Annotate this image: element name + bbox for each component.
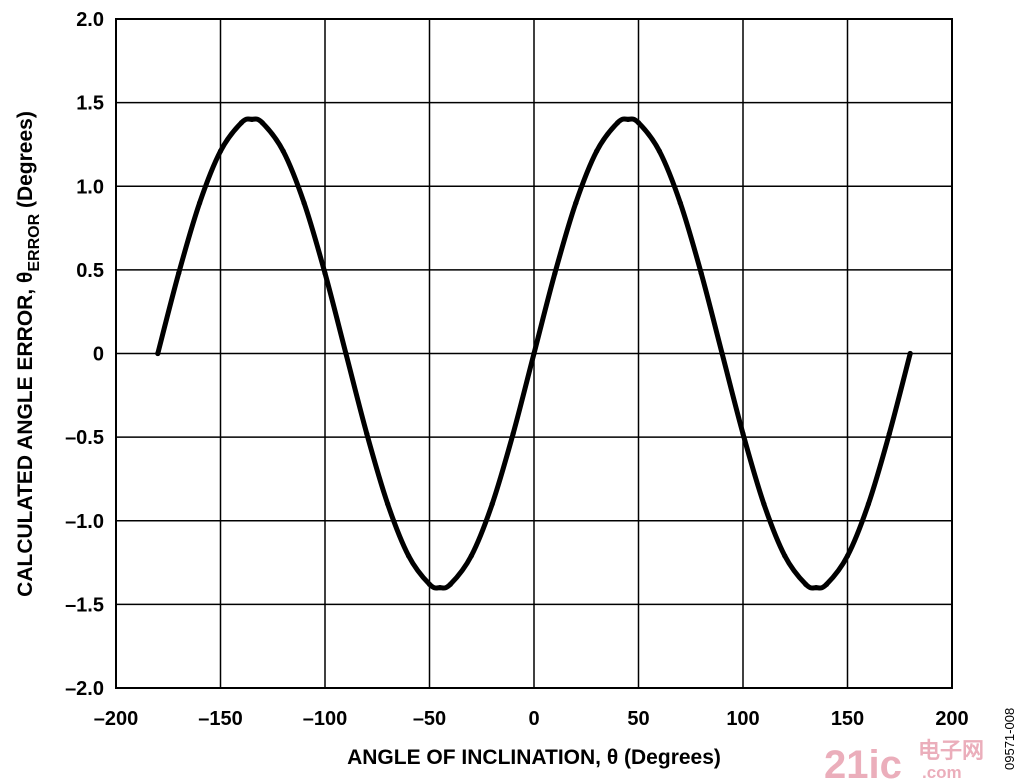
y-tick-label: 1.5 (76, 93, 104, 115)
data-point (447, 581, 453, 587)
data-point (824, 581, 830, 587)
data-point (301, 200, 307, 206)
data-point (719, 350, 725, 357)
y-axis-label-subscript: ERROR (26, 213, 43, 271)
data-point (322, 270, 328, 276)
x-tick-label: 100 (726, 708, 759, 730)
data-point (573, 200, 579, 206)
plot-frame (115, 18, 953, 689)
x-tick-label: –150 (198, 708, 243, 730)
data-point (635, 120, 642, 126)
y-axis-label-main: CALCULATED ANGLE ERROR, θ (14, 272, 37, 597)
data-point (625, 116, 631, 122)
data-point (813, 585, 819, 591)
watermark-main: 21ic (824, 743, 902, 782)
data-point (385, 501, 391, 507)
data-point (510, 431, 516, 437)
y-axis-label: CALCULATED ANGLE ERROR, θERROR (Degrees) (14, 111, 43, 597)
data-point (426, 581, 433, 587)
y-tick-labels: 2.0 1.5 1.0 0.5 0 –0.5 –1.0 –1.5 –2.0 (65, 9, 104, 700)
y-tick-label: –2.0 (65, 678, 104, 700)
figure-id: 09571-008 (1002, 708, 1017, 770)
data-point (238, 120, 244, 126)
data-point (155, 350, 161, 357)
data-point (761, 501, 767, 507)
y-tick-label: –0.5 (65, 427, 104, 449)
data-point (656, 148, 663, 154)
watermark-logo: 21ic 电子网 .com (824, 738, 984, 782)
data-point (468, 553, 474, 559)
y-axis-label-tail: (Degrees) (14, 111, 37, 214)
data-point (217, 148, 224, 154)
y-tick-label: 0 (93, 344, 104, 366)
data-point (249, 116, 255, 122)
x-tick-label: –50 (413, 708, 446, 730)
x-tick-label: 200 (935, 708, 968, 730)
data-point (552, 270, 558, 276)
x-tick-label: 0 (528, 708, 539, 730)
x-axis-label: ANGLE OF INCLINATION, θ (Degrees) (347, 746, 721, 769)
data-point (865, 501, 872, 507)
data-point (886, 431, 892, 437)
data-point (489, 501, 495, 507)
data-point (698, 270, 704, 276)
y-tick-label: 1.0 (76, 176, 104, 198)
data-point (364, 431, 370, 437)
x-tick-label: 50 (627, 708, 649, 730)
y-tick-label: –1.0 (65, 511, 104, 533)
data-point (197, 200, 203, 206)
x-tick-label: 150 (831, 708, 864, 730)
data-point (844, 553, 851, 559)
watermark-cn: 电子网 (918, 738, 984, 763)
data-point (740, 431, 746, 437)
data-point (343, 350, 349, 357)
data-point (907, 350, 913, 357)
x-tick-label: –100 (303, 708, 348, 730)
data-point (259, 120, 265, 126)
x-tick-labels: –200 –150 –100 –50 0 50 100 150 200 (94, 708, 969, 730)
watermark-dot: .com (922, 763, 962, 782)
data-point (803, 581, 809, 587)
data-point (677, 200, 683, 206)
data-point (615, 120, 621, 126)
y-tick-label: –1.5 (65, 594, 104, 616)
y-tick-label: 0.5 (76, 260, 104, 282)
data-point (437, 585, 443, 591)
x-tick-label: –200 (94, 708, 139, 730)
data-point (406, 553, 412, 559)
data-point (531, 350, 537, 357)
series-line-group (155, 116, 913, 591)
data-point (782, 553, 788, 559)
y-tick-label: 2.0 (76, 9, 104, 31)
data-point (176, 270, 182, 276)
data-point (594, 148, 600, 154)
data-point (280, 148, 286, 154)
